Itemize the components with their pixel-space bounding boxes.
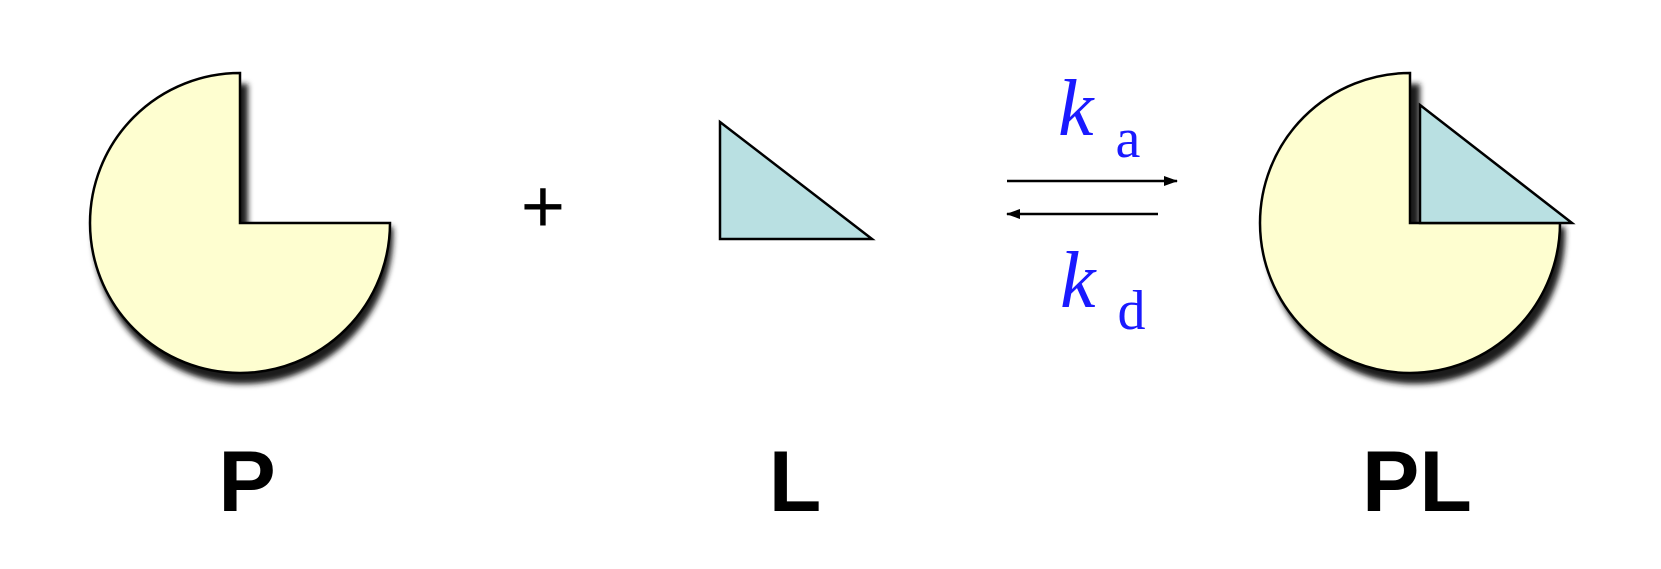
- dissociation-rate-label: k d: [1060, 237, 1146, 342]
- association-rate-symbol: k: [1058, 65, 1095, 153]
- equilibrium-arrows: [1006, 176, 1178, 219]
- complex-shape: [1258, 71, 1576, 384]
- association-rate-label: k a: [1058, 65, 1141, 170]
- ligand-label: L: [769, 434, 822, 530]
- complex-protein-body: [1258, 71, 1562, 375]
- plus-operator: +: [521, 164, 565, 249]
- dissociation-rate-symbol: k: [1060, 237, 1097, 325]
- ligand-shape: [718, 119, 876, 241]
- complex-ligand-body: [1418, 102, 1576, 225]
- dissociation-rate-subscript: d: [1118, 280, 1146, 342]
- complex-label: PL: [1362, 434, 1472, 530]
- ligand-body: [718, 119, 876, 241]
- protein-label: P: [218, 434, 275, 530]
- protein-shape: [88, 71, 394, 384]
- protein-body: [88, 71, 392, 375]
- association-rate-subscript: a: [1116, 108, 1141, 170]
